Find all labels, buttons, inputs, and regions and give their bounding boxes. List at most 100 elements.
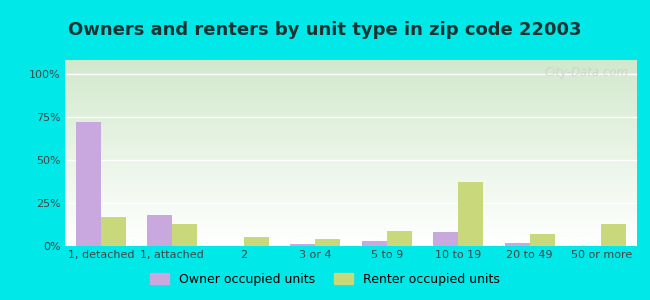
Bar bbox=[65, 164, 637, 166]
Bar bbox=[65, 123, 637, 125]
Bar bbox=[65, 190, 637, 192]
Bar bbox=[65, 133, 637, 134]
Bar bbox=[65, 116, 637, 118]
Bar bbox=[65, 88, 637, 90]
Bar bbox=[65, 237, 637, 239]
Bar bbox=[65, 187, 637, 188]
Bar bbox=[65, 211, 637, 212]
Bar bbox=[65, 168, 637, 170]
Bar bbox=[65, 151, 637, 153]
Bar bbox=[244, 237, 269, 246]
Bar bbox=[65, 101, 637, 103]
Bar bbox=[65, 140, 637, 142]
Bar bbox=[65, 105, 637, 106]
Bar bbox=[65, 127, 637, 129]
Bar bbox=[65, 142, 637, 144]
Bar bbox=[65, 166, 637, 168]
Bar bbox=[65, 73, 637, 75]
Bar bbox=[65, 112, 637, 114]
Bar bbox=[65, 62, 637, 64]
Bar bbox=[65, 238, 637, 240]
Bar bbox=[65, 226, 637, 227]
Bar bbox=[601, 224, 626, 246]
Bar bbox=[65, 131, 637, 133]
Bar bbox=[65, 71, 637, 73]
Bar bbox=[65, 170, 637, 172]
Bar bbox=[65, 103, 637, 105]
Bar bbox=[65, 118, 637, 119]
Bar bbox=[65, 92, 637, 94]
Bar bbox=[65, 222, 637, 224]
Bar bbox=[65, 69, 637, 71]
Bar bbox=[65, 207, 637, 209]
Bar bbox=[65, 64, 637, 66]
Bar bbox=[65, 231, 637, 233]
Bar bbox=[65, 240, 637, 242]
Bar bbox=[65, 106, 637, 108]
Bar bbox=[65, 179, 637, 181]
Bar bbox=[65, 110, 637, 112]
Bar bbox=[65, 242, 637, 244]
Bar bbox=[65, 229, 637, 231]
Bar bbox=[65, 82, 637, 84]
Bar bbox=[65, 184, 637, 187]
Bar bbox=[65, 201, 637, 203]
Bar bbox=[65, 147, 637, 149]
Bar bbox=[505, 243, 530, 246]
Legend: Owner occupied units, Renter occupied units: Owner occupied units, Renter occupied un… bbox=[146, 268, 504, 291]
Bar bbox=[65, 125, 637, 127]
Bar bbox=[65, 114, 637, 116]
Bar bbox=[65, 153, 637, 155]
Bar bbox=[65, 149, 637, 151]
Bar bbox=[458, 182, 483, 246]
Bar bbox=[65, 205, 637, 207]
Bar bbox=[65, 227, 637, 229]
Bar bbox=[65, 177, 637, 179]
Bar bbox=[65, 86, 637, 88]
Bar bbox=[65, 233, 637, 235]
Bar bbox=[65, 94, 637, 95]
Bar bbox=[290, 244, 315, 246]
Text: Owners and renters by unit type in zip code 22003: Owners and renters by unit type in zip c… bbox=[68, 21, 582, 39]
Bar bbox=[172, 224, 198, 246]
Bar bbox=[387, 230, 412, 246]
Bar bbox=[65, 212, 637, 214]
Bar bbox=[65, 160, 637, 162]
Bar bbox=[65, 173, 637, 175]
Bar bbox=[65, 108, 637, 110]
Bar bbox=[65, 79, 637, 80]
Bar bbox=[65, 138, 637, 140]
Bar bbox=[65, 198, 637, 200]
Bar bbox=[65, 200, 637, 201]
Bar bbox=[65, 84, 637, 86]
Bar bbox=[75, 122, 101, 246]
Bar bbox=[65, 119, 637, 122]
Bar bbox=[65, 136, 637, 138]
Bar bbox=[65, 129, 637, 131]
Bar bbox=[65, 95, 637, 97]
Bar bbox=[65, 134, 637, 136]
Bar bbox=[530, 234, 554, 246]
Bar bbox=[65, 60, 637, 62]
Bar bbox=[65, 77, 637, 79]
Bar bbox=[65, 214, 637, 216]
Bar bbox=[65, 175, 637, 177]
Bar bbox=[65, 144, 637, 146]
Bar bbox=[65, 66, 637, 68]
Bar bbox=[65, 183, 637, 184]
Bar bbox=[361, 241, 387, 246]
Bar bbox=[65, 68, 637, 69]
Bar bbox=[65, 209, 637, 211]
Bar bbox=[65, 216, 637, 218]
Bar bbox=[65, 172, 637, 173]
Bar bbox=[147, 215, 172, 246]
Bar bbox=[65, 235, 637, 237]
Text: City-Data.com: City-Data.com bbox=[544, 66, 629, 79]
Bar bbox=[65, 155, 637, 157]
Bar bbox=[65, 157, 637, 159]
Bar bbox=[65, 188, 637, 190]
Bar bbox=[65, 122, 637, 123]
Bar bbox=[65, 192, 637, 194]
Bar bbox=[433, 232, 458, 246]
Bar bbox=[65, 159, 637, 161]
